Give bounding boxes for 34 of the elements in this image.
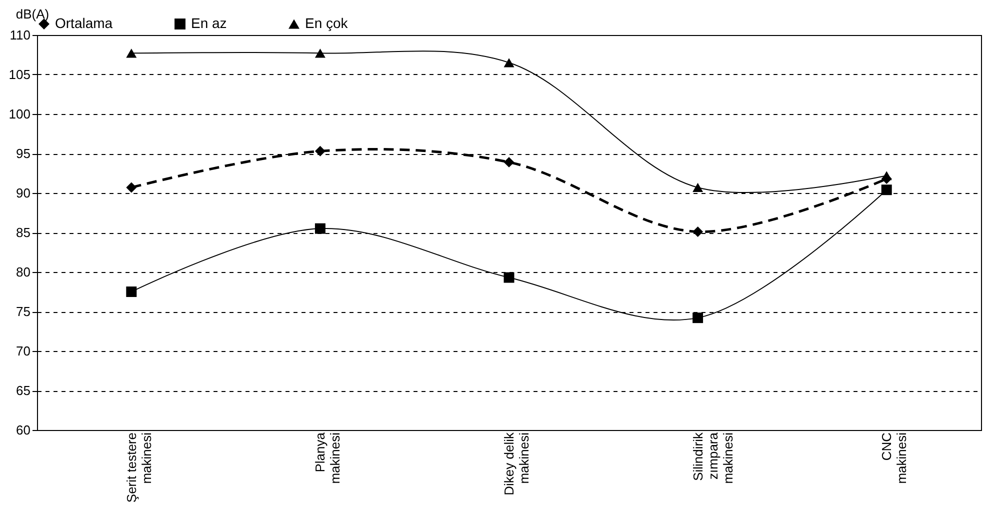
point [126, 286, 137, 297]
y-tick-label: 65 [16, 383, 30, 398]
y-tick-label: 60 [16, 422, 30, 438]
point [126, 182, 137, 193]
y-tick-label: 70 [16, 344, 30, 358]
legend-label: En çok [305, 15, 349, 31]
point [504, 272, 514, 283]
y-tick-label: 75 [16, 304, 30, 319]
point [504, 156, 514, 168]
point [314, 48, 326, 58]
x-tick-label: Silindirik zımpara makinesi [690, 432, 736, 484]
y-tick-label: 85 [16, 225, 30, 240]
legend-label: En az [191, 15, 227, 31]
x-tick-label: CNC makinesi [879, 432, 910, 484]
y-tick-label: 90 [16, 186, 30, 200]
x-tick-label: Planya makinesi [312, 432, 343, 484]
legend-label: Ortalama [55, 15, 113, 31]
y-tick-label: 110 [10, 28, 30, 42]
point [881, 184, 892, 196]
point [881, 171, 892, 180]
point [126, 48, 137, 58]
y-tick-label: 95 [16, 146, 30, 161]
x-tick-label: Şerit testere makinesi [124, 432, 154, 503]
point [504, 58, 514, 68]
point [692, 182, 704, 192]
x-tick-label: Dikey delik makinesi [502, 432, 532, 496]
y-tick-label: 100 [8, 106, 30, 122]
point [692, 312, 704, 324]
point [692, 226, 704, 237]
y-axis-title: dB(A) [16, 6, 50, 22]
y-tick-label: 105 [8, 67, 30, 82]
y-tick-label: 80 [16, 264, 30, 280]
point [314, 146, 326, 156]
point [314, 223, 326, 234]
